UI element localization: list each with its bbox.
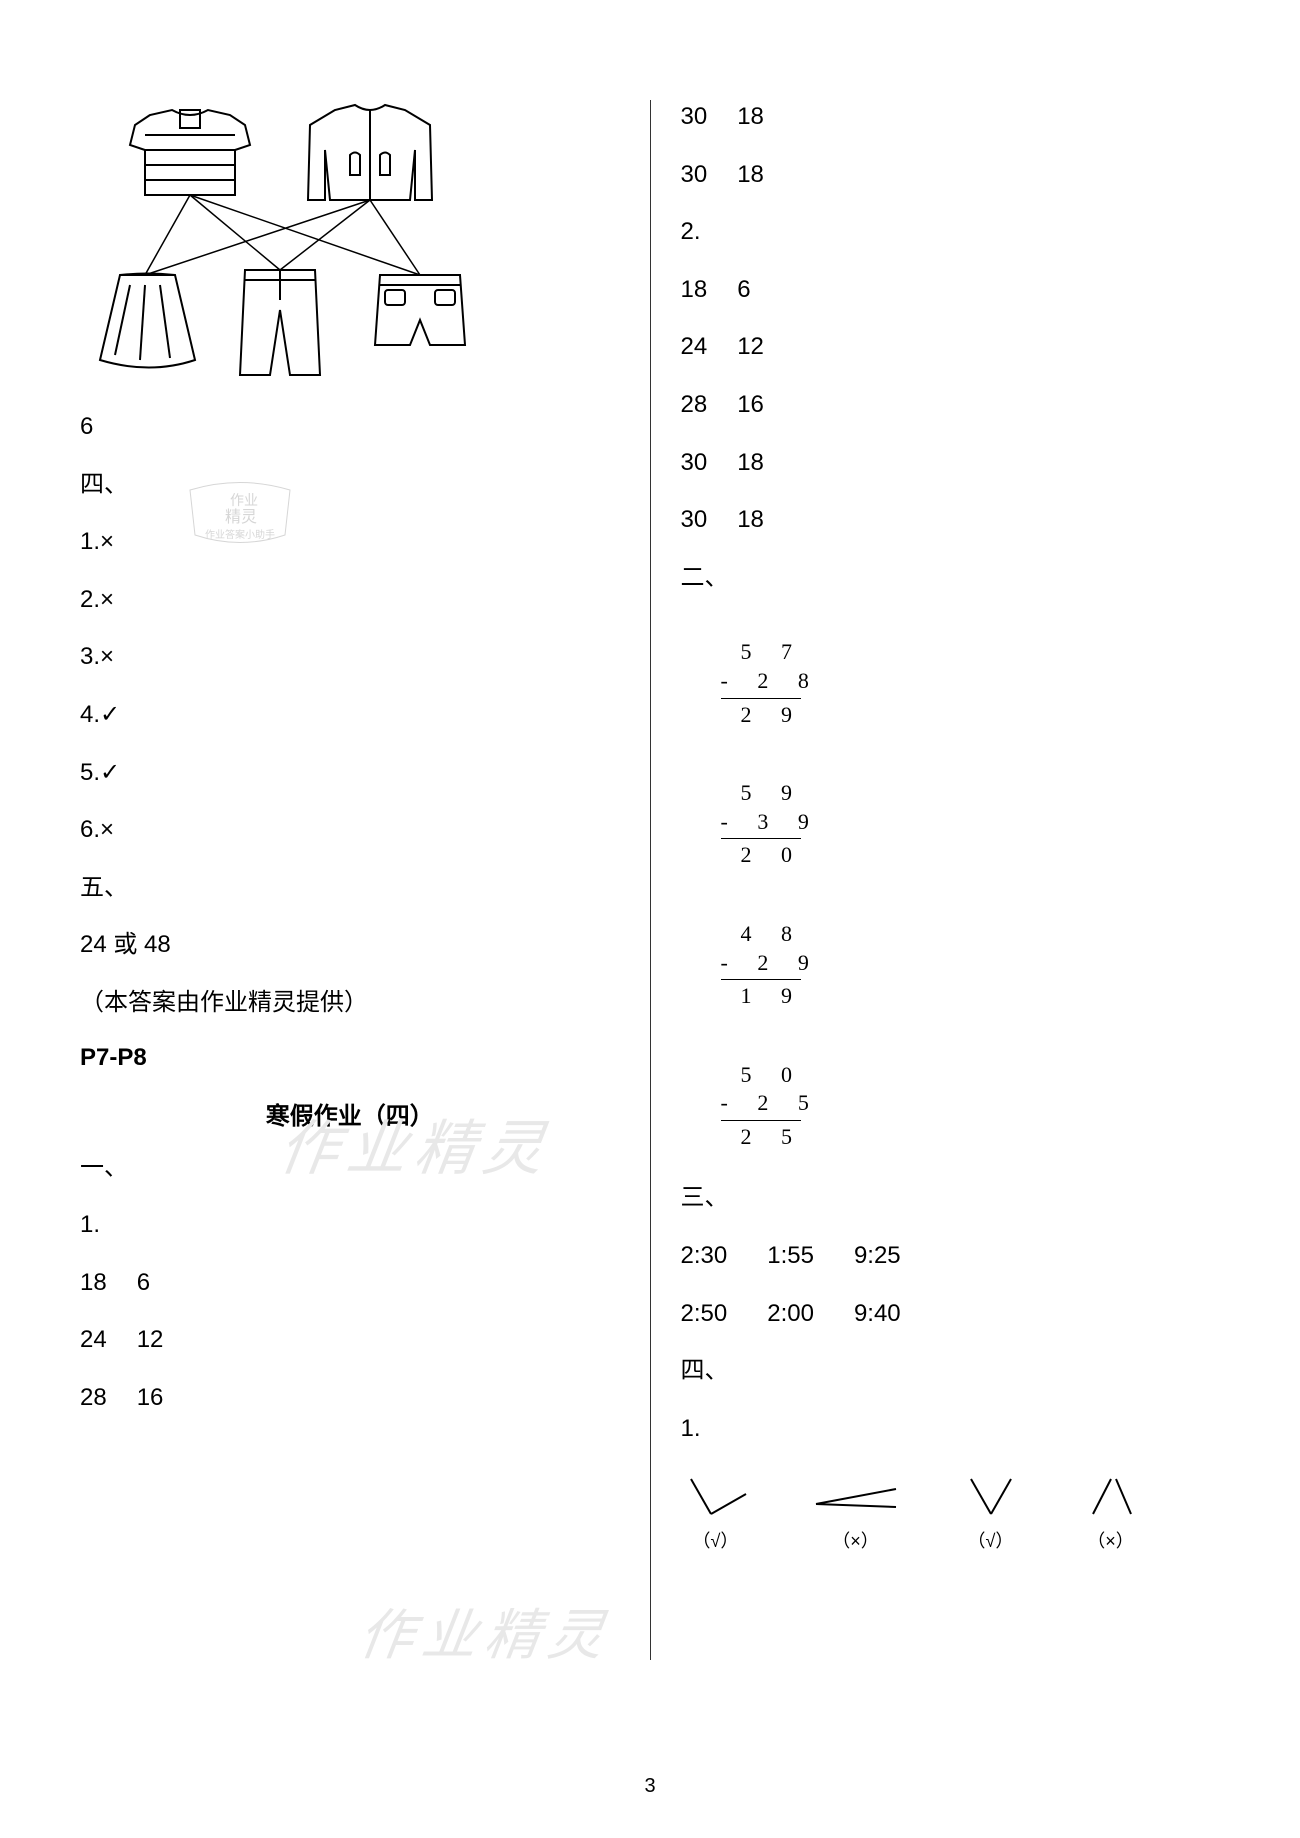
sub-top: 5 9 <box>721 779 821 808</box>
sub-minus: - 2 9 <box>721 949 821 978</box>
answer-5: 24 或 48 <box>80 928 620 962</box>
angle-1: （√） <box>681 1469 751 1553</box>
time-val: 2:50 <box>681 1297 728 1331</box>
answer-6: 6 <box>80 410 620 444</box>
pair-row: 24 12 <box>681 330 1221 364</box>
pair-val: 18 <box>737 446 764 480</box>
pair-val: 16 <box>137 1381 164 1415</box>
angle-icon <box>961 1469 1021 1519</box>
time-val: 1:55 <box>767 1239 814 1273</box>
svg-text:精灵: 精灵 <box>225 508 257 526</box>
pair-row: 28 16 <box>681 388 1221 422</box>
pair-row: 24 12 <box>80 1323 620 1357</box>
section-1-header: 一、 <box>80 1151 620 1185</box>
section-5-header: 五、 <box>80 871 620 905</box>
time-val: 9:40 <box>854 1297 901 1331</box>
pair-val: 28 <box>80 1381 107 1415</box>
section-2-header: 二、 <box>681 561 1221 595</box>
time-row-2: 2:50 2:00 9:40 <box>681 1297 1221 1331</box>
pair-row: 18 6 <box>681 273 1221 307</box>
pair-val: 6 <box>737 273 750 307</box>
clothing-matching-diagram <box>80 100 480 380</box>
subtraction-3: 4 8 - 2 9 1 9 <box>721 920 821 1011</box>
sub-result: 2 0 <box>721 841 821 870</box>
sub-minus: - 2 5 <box>721 1089 821 1118</box>
sub-result: 1 9 <box>721 982 821 1011</box>
angle-icon <box>1081 1469 1141 1519</box>
subtraction-1: 5 7 - 2 8 2 9 <box>721 638 821 729</box>
pair-val: 18 <box>737 158 764 192</box>
sub-2: 2. <box>681 215 1221 249</box>
svg-text:作业: 作业 <box>230 493 258 509</box>
sub-top: 5 0 <box>721 1061 821 1090</box>
sub-minus: - 2 8 <box>721 667 821 696</box>
pair-val: 12 <box>137 1323 164 1357</box>
angle-2: （×） <box>811 1469 901 1553</box>
pair-row: 28 16 <box>80 1381 620 1415</box>
pair-row: 18 6 <box>80 1266 620 1300</box>
q4-1: 1.× <box>80 525 620 559</box>
pair-val: 30 <box>681 446 708 480</box>
time-val: 9:25 <box>854 1239 901 1273</box>
q4-3: 3.× <box>80 640 620 674</box>
pair-val: 24 <box>681 330 708 364</box>
angle-label: （√） <box>968 1527 1014 1553</box>
time-val: 2:30 <box>681 1239 728 1273</box>
pair-val: 30 <box>681 158 708 192</box>
svg-text:作业答案小助手: 作业答案小助手 <box>205 528 275 541</box>
pair-val: 6 <box>137 1266 150 1300</box>
q4-5: 5.✓ <box>80 756 620 790</box>
pair-val: 24 <box>80 1323 107 1357</box>
sub-minus: - 3 9 <box>721 808 821 837</box>
q4-2: 2.× <box>80 583 620 617</box>
page-ref: P7-P8 <box>80 1044 620 1072</box>
sub-top: 4 8 <box>721 920 821 949</box>
sub-result: 2 5 <box>721 1123 821 1152</box>
pair-val: 30 <box>681 503 708 537</box>
pair-val: 18 <box>80 1266 107 1300</box>
left-column: 6 作业 精灵 作业答案小助手 四、 1.× 2.× 3.× 4.✓ 5.✓ 6… <box>80 100 650 1660</box>
pair-row: 30 18 <box>681 446 1221 480</box>
section-4-header: 四、 <box>80 468 620 502</box>
pair-val: 16 <box>737 388 764 422</box>
pair-val: 12 <box>737 330 764 364</box>
right-column: 30 18 30 18 2. 18 6 24 12 28 16 30 18 30… <box>650 100 1221 1660</box>
pair-val: 30 <box>681 100 708 134</box>
credit-text: （本答案由作业精灵提供） <box>80 986 620 1020</box>
angle-3: （√） <box>961 1469 1021 1553</box>
page-number: 3 <box>644 1775 655 1798</box>
time-val: 2:00 <box>767 1297 814 1331</box>
section-3-header: 三、 <box>681 1181 1221 1215</box>
pair-row: 30 18 <box>681 100 1221 134</box>
pair-val: 18 <box>737 100 764 134</box>
q4-6: 6.× <box>80 813 620 847</box>
pair-val: 28 <box>681 388 708 422</box>
sub-1: 1. <box>80 1208 620 1242</box>
q4-4: 4.✓ <box>80 698 620 732</box>
angle-label: （×） <box>1087 1527 1134 1553</box>
section-4-header-r: 四、 <box>681 1354 1221 1388</box>
angle-icon <box>681 1469 751 1519</box>
subtraction-4: 5 0 - 2 5 2 5 <box>721 1061 821 1152</box>
pair-row: 30 18 <box>681 158 1221 192</box>
sub-result: 2 9 <box>721 701 821 730</box>
pair-row: 30 18 <box>681 503 1221 537</box>
angle-row: （√） （×） （√） <box>681 1469 1221 1553</box>
pair-val: 18 <box>737 503 764 537</box>
subtraction-2: 5 9 - 3 9 2 0 <box>721 779 821 870</box>
stamp-watermark: 作业 精灵 作业答案小助手 <box>180 470 300 560</box>
sub-1-r: 1. <box>681 1412 1221 1446</box>
angle-4: （×） <box>1081 1469 1141 1553</box>
angle-icon <box>811 1469 901 1519</box>
angle-label: （×） <box>832 1527 879 1553</box>
sub-top: 5 7 <box>721 638 821 667</box>
worksheet-title: 寒假作业（四） <box>80 1096 620 1131</box>
angle-label: （√） <box>693 1527 739 1553</box>
two-column-layout: 6 作业 精灵 作业答案小助手 四、 1.× 2.× 3.× 4.✓ 5.✓ 6… <box>80 100 1220 1660</box>
pair-val: 18 <box>681 273 708 307</box>
time-row-1: 2:30 1:55 9:25 <box>681 1239 1221 1273</box>
